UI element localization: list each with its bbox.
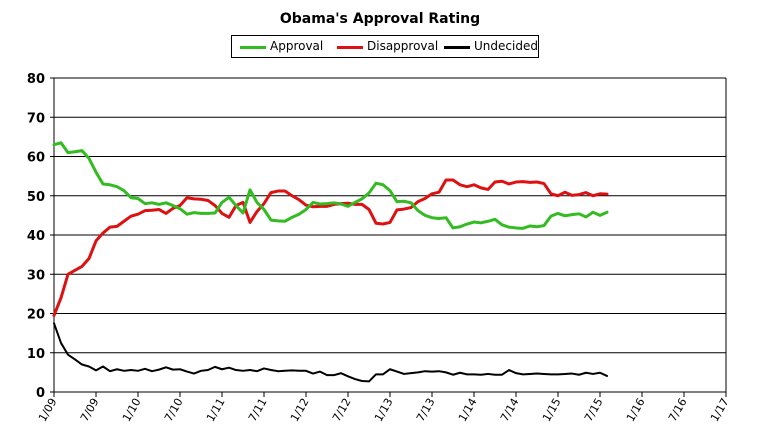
- ytick-label-60: 60: [27, 151, 45, 166]
- ytick-label-10: 10: [27, 347, 45, 362]
- legend-swatch-approval: [240, 46, 266, 49]
- ytick-label-20: 20: [27, 308, 45, 323]
- xtick-label-6: 1/12: [288, 396, 312, 424]
- xtick-label-2: 1/10: [120, 396, 144, 424]
- xtick-label-7: 7/12: [330, 396, 354, 424]
- ytick-label-0: 0: [36, 386, 45, 401]
- series-line-undecided: [53, 322, 608, 383]
- xtick-label-12: 1/15: [540, 396, 564, 424]
- xtick-label-10: 1/14: [456, 396, 480, 424]
- xtick-label-5: 7/11: [246, 396, 270, 424]
- xtick-label-4: 1/11: [204, 396, 228, 424]
- xtick-label-9: 7/13: [414, 396, 438, 424]
- series-line-approval: [52, 141, 609, 230]
- xtick-label-13: 7/15: [582, 396, 606, 424]
- xtick-label-16: 1/17: [708, 396, 732, 424]
- xtick-label-11: 7/14: [498, 396, 522, 424]
- legend-swatch-disapproval: [337, 46, 363, 49]
- xtick-label-14: 1/16: [624, 396, 648, 424]
- xtick-label-15: 7/16: [666, 396, 690, 424]
- ytick-label-40: 40: [27, 229, 45, 244]
- xtick-label-1: 7/09: [78, 396, 102, 424]
- xtick-label-3: 7/10: [162, 396, 186, 424]
- ytick-label-70: 70: [27, 111, 45, 126]
- xtick-label-8: 1/13: [372, 396, 396, 424]
- legend-label-disapproval: Disapproval: [367, 39, 439, 53]
- chart-legend: Approval Disapproval Undecided: [231, 35, 539, 58]
- chart-title: Obama's Approval Rating: [279, 11, 481, 27]
- ytick-label-30: 30: [27, 268, 45, 283]
- series-line-disapproval: [52, 178, 609, 317]
- legend-label-undecided: Undecided: [474, 39, 538, 53]
- legend-swatch-undecided: [444, 46, 470, 49]
- ytick-label-80: 80: [27, 72, 45, 87]
- legend-label-approval: Approval: [270, 39, 324, 53]
- ytick-label-50: 50: [27, 190, 45, 205]
